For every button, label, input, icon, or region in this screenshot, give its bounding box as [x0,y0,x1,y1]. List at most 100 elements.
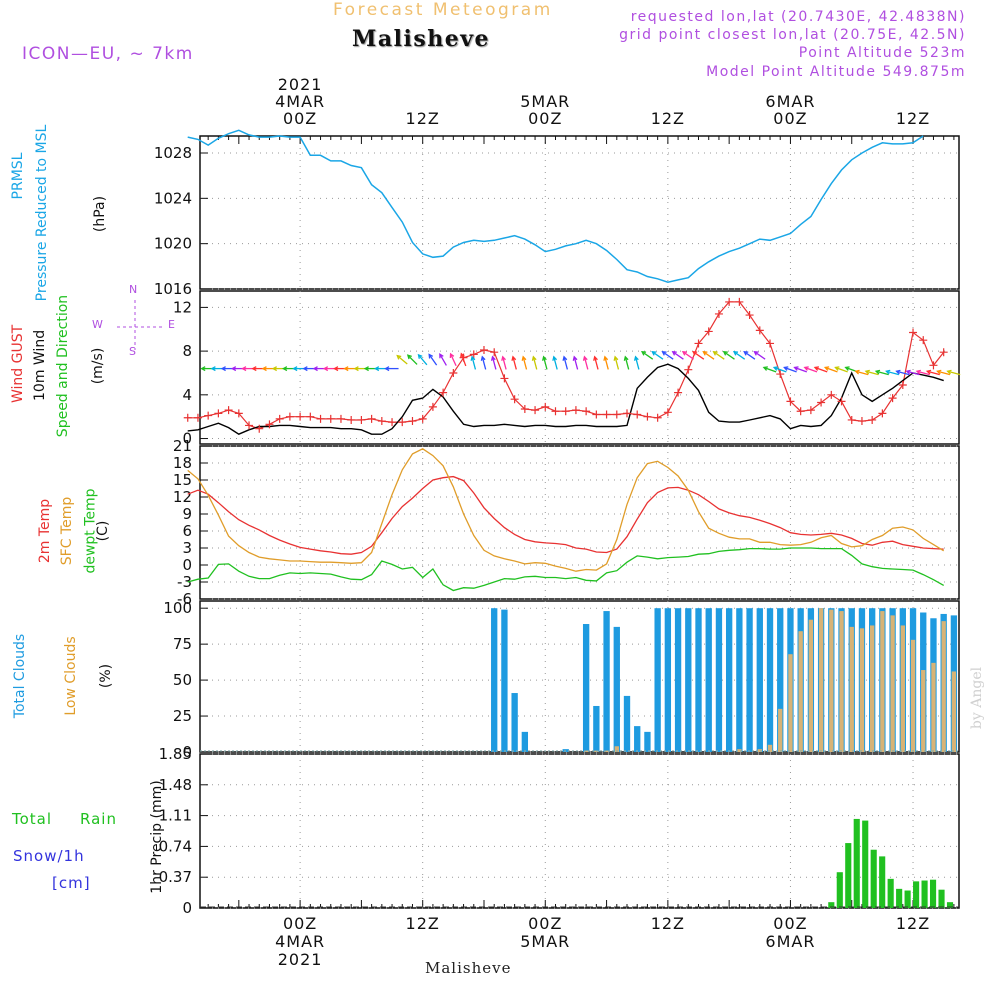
wind-direction-arrow [553,356,558,370]
rain-bar [896,888,903,908]
wind-direction-arrowhead [753,350,759,356]
total-cloud-bar [777,608,784,752]
y-tick-label: 1.85 [159,745,192,763]
y-tick-label: 75 [173,635,192,653]
gust-marker [388,418,397,427]
requested-coords: requested lon,lat (20.7430E, 42.4838N) [630,9,966,25]
top-time-label: 00Z [528,109,562,128]
gust-marker [275,414,284,423]
wind-direction-arrowhead [834,366,840,371]
bottom-time-label: 00Z [283,914,317,933]
gust-marker [694,339,703,348]
wind-direction-arrow [804,366,818,373]
wind-direction-arrow [713,351,725,360]
y-tick-label: 0 [182,556,192,574]
gust-marker [888,394,897,403]
y-tick-label: 12 [173,488,192,506]
gust-marker [285,412,294,421]
wind-direction-arrow [491,356,497,370]
panel-frame-2 [199,290,960,445]
wind-direction-arrow [460,353,467,367]
wind-direction-arrow [743,351,756,360]
wind-direction-arrow [542,356,548,370]
sfc-temp-line [187,448,945,572]
low-cloud-bar [890,615,895,752]
wind-direction-arrowhead [460,352,465,358]
low-cloud-bar [757,749,762,752]
total-cloud-bar [685,608,692,752]
gust-marker [336,414,345,423]
wind-direction-arrowhead [623,355,629,361]
wind-direction-arrowhead [333,366,339,372]
footer-location: Malisheve [425,959,512,977]
low-cloud-bar [798,631,803,752]
wind-direction-arrow [773,366,787,373]
wind-direction-arrowhead [661,350,667,356]
wind-direction-arrow [418,354,428,366]
rain-bar [921,880,928,908]
low-cloud-bar [614,746,619,752]
wind-direction-arrow [583,356,589,370]
low-cloud-bar [839,611,844,752]
wind-direction-arrow [573,356,579,370]
gust-marker [245,421,254,430]
y-tick-label: 1024 [154,189,192,207]
wind-direction-arrow [641,351,654,360]
wind-direction-arrow [754,351,766,360]
gust-marker [357,415,366,424]
y-tick-label: 18 [173,454,192,472]
top-time-label: 4MAR [275,92,325,111]
wind-direction-arrowhead [439,353,444,359]
total-cloud-bar [613,626,620,752]
y-tick-label: 21 [173,437,192,455]
gust-marker [643,412,652,421]
gust-marker [684,365,693,374]
gust-marker [878,409,887,418]
wind-direction-arrowhead [772,366,779,371]
low-cloud-bar [583,750,589,752]
low-cloud-bar [880,611,885,752]
gust-marker [868,415,877,424]
wind-direction-arrowhead [783,366,789,371]
bottom-time-label: 00Z [528,914,562,933]
top-time-label: 00Z [283,109,317,128]
wind-direction-arrowhead [823,366,830,371]
wind-direction-arrow [512,356,517,370]
low-cloud-bar [931,662,936,752]
wind-direction-arrow [522,356,528,370]
compass-west: W [92,318,104,331]
gust-marker [520,405,529,414]
wind-direction-arrowhead [864,369,870,375]
p5-label-snow: Snow/1h [13,847,85,865]
y-tick-label: -3 [177,573,192,591]
wind-direction-arrowhead [302,366,308,372]
wind-direction-arrowhead [230,366,237,372]
low-cloud-bar [778,708,783,752]
gust-marker [939,348,948,357]
y-tick-label: -6 [177,590,192,608]
model-name: ICON—EU, ~ 7km [22,44,194,64]
wind-direction-arrowhead [511,355,517,361]
gust-marker [193,413,202,422]
wind-direction-arrowhead [417,353,423,359]
wind-direction-arrowhead [428,353,434,359]
y-tick-label: 15 [173,471,192,489]
gust-marker [204,411,213,420]
wind-direction-arrowhead [936,369,942,375]
wind-direction-arrowhead [874,369,881,375]
total-cloud-bar [501,609,508,752]
wind-direction-arrowhead [712,350,718,356]
wind-direction-arrow [927,370,940,376]
gust-marker [306,412,315,421]
gust-marker [408,417,417,426]
bottom-time-label: 12Z [896,914,930,933]
wind-direction-arrow [624,356,630,370]
gust-marker [449,368,458,377]
wind-direction-arrow [906,370,920,376]
wind-direction-arrow [407,354,418,365]
wind-line [187,363,944,435]
wind-direction-arrow [396,355,408,365]
wind-direction-arrow [682,351,694,360]
bottom-time-label: 4MAR [275,932,325,951]
temp2m-line [187,475,944,555]
